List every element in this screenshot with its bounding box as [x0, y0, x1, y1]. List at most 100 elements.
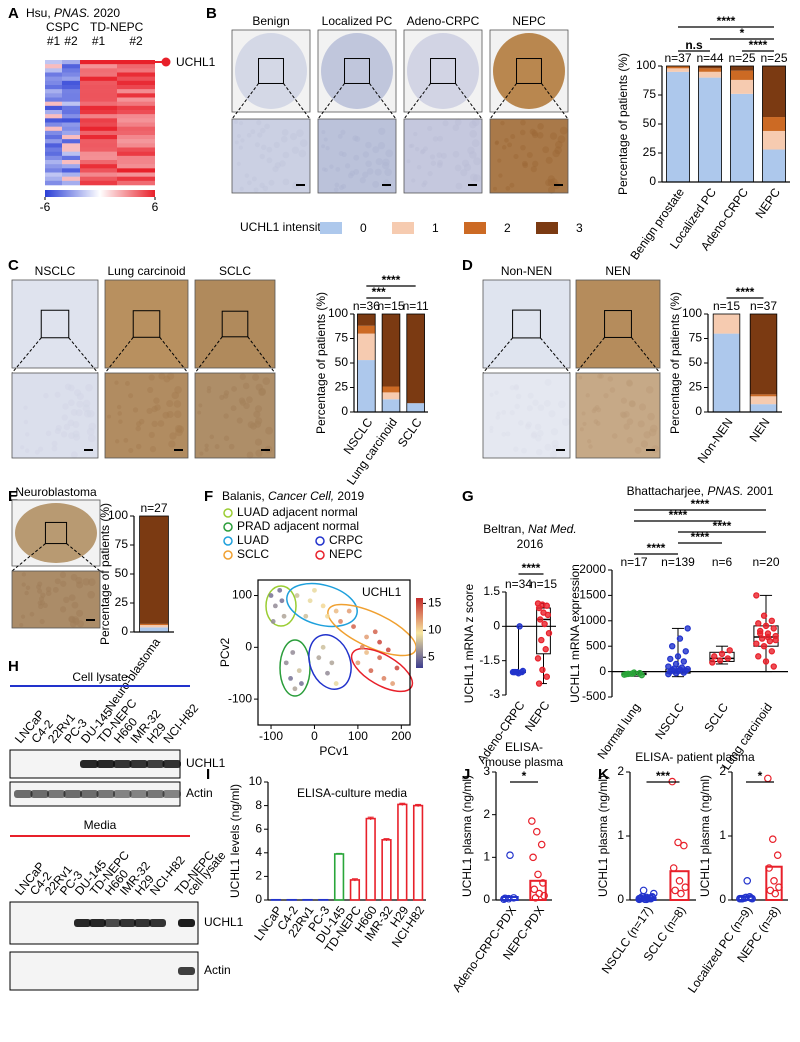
- heatmap-cell: [45, 93, 62, 98]
- data-point: [755, 653, 762, 660]
- n-label: n=139: [661, 555, 695, 569]
- data-point: [537, 616, 544, 623]
- y-axis-label: Percentage of patients (%): [98, 503, 112, 645]
- data-point: [506, 851, 514, 860]
- legend-marker: [223, 522, 233, 532]
- zoom-line: [159, 336, 189, 374]
- heatmap-cell: [117, 147, 155, 152]
- legend-label: 3: [576, 221, 583, 235]
- data-point: [531, 894, 540, 902]
- x-axis-label: PCv1: [319, 744, 349, 758]
- tissue-core: [407, 33, 479, 109]
- data-point: [281, 613, 287, 619]
- zoom-box: [221, 310, 249, 338]
- data-point: [528, 817, 536, 825]
- heatmap-cell: [80, 76, 117, 82]
- y-tick-label: 8: [255, 798, 262, 812]
- data-point: [329, 660, 335, 666]
- heatmap-cell: [62, 143, 80, 148]
- data-point: [270, 619, 276, 624]
- panel-label: J: [462, 766, 470, 783]
- y-tick-label: 6: [255, 821, 262, 835]
- data-point: [718, 650, 726, 658]
- heatmap-cell: [45, 180, 62, 186]
- micrograph-label: Benign: [252, 14, 289, 28]
- significance-label: ****: [736, 285, 755, 299]
- cluster-outline: [327, 603, 417, 657]
- heatmap-cell: [80, 114, 117, 119]
- data-point: [283, 660, 289, 666]
- y-tick-label: 50: [643, 116, 657, 130]
- bar-segment: [382, 399, 400, 412]
- tissue-core: [321, 33, 393, 109]
- heatmap-cell: [62, 85, 80, 90]
- citation: Balanis, Cancer Cell, 2019: [222, 489, 364, 503]
- heatmap-cell: [117, 168, 155, 173]
- panel-label: D: [462, 257, 473, 274]
- micrograph-frame: [482, 279, 571, 369]
- heatmap-cell: [80, 64, 117, 69]
- data-point: [272, 603, 278, 609]
- y-tick-label: 0: [493, 619, 500, 633]
- data-point: [535, 889, 544, 898]
- cluster-outline: [308, 634, 352, 690]
- bar-segment: [139, 623, 169, 626]
- bar-segment: [357, 314, 376, 326]
- y-tick-label: 50: [115, 566, 129, 580]
- legend-marker: [223, 508, 233, 518]
- citation-author: Bhattacharjee,: [627, 484, 704, 498]
- zoom-line: [482, 337, 513, 374]
- data-point: [678, 664, 686, 671]
- bar-segment: [730, 70, 754, 80]
- legend-marker: [223, 536, 233, 546]
- heatmap-cell: [80, 147, 117, 152]
- data-point: [312, 587, 317, 593]
- heatmap-cell: [80, 85, 117, 90]
- bar-segment: [762, 66, 786, 118]
- legend-label: PRAD adjacent normal: [237, 519, 359, 533]
- y-tick-label: 50: [689, 355, 703, 369]
- y-tick-label: 0: [483, 892, 490, 906]
- blot-band: [89, 919, 106, 927]
- significance-label: ****: [691, 530, 710, 544]
- data-point: [377, 655, 382, 661]
- data-point: [545, 630, 553, 637]
- heatmap-cell: [80, 89, 117, 94]
- data-point: [758, 635, 766, 642]
- citation-author: Balanis,: [222, 489, 265, 503]
- bar-segment: [698, 77, 722, 182]
- y-tick-label: 2: [255, 869, 262, 883]
- heatmap-cell: [45, 160, 62, 165]
- heatmap-cell: [80, 135, 117, 140]
- legend-marker: [315, 536, 325, 546]
- data-point: [543, 602, 551, 609]
- y-tick-label: 1.5: [483, 584, 500, 598]
- y-axis-label: PCv2: [218, 638, 232, 668]
- data-point: [535, 680, 543, 687]
- data-point: [532, 827, 541, 836]
- heatmap-cell: [117, 89, 155, 94]
- cluster-outline: [350, 647, 414, 693]
- blot-band: [80, 790, 99, 798]
- heatmap-cell: [45, 143, 62, 148]
- micrograph-label: Lung carcinoid: [107, 264, 185, 278]
- data-point: [500, 895, 508, 903]
- blot-band: [149, 919, 166, 927]
- data-point: [364, 650, 369, 655]
- micrograph-frame: [575, 279, 661, 369]
- data-point: [762, 658, 770, 665]
- y-tick-label: 75: [115, 537, 129, 551]
- x-tick-label: -100: [259, 729, 283, 743]
- data-point: [501, 894, 509, 903]
- citation-year: 2019: [337, 489, 364, 503]
- data-point: [676, 635, 684, 642]
- heatmap-cell: [117, 135, 155, 140]
- heatmap-cell: [62, 139, 80, 144]
- data-point: [359, 644, 365, 650]
- bar-segment: [762, 149, 786, 182]
- bar-segment: [730, 79, 754, 94]
- heatmap-cell: [45, 164, 62, 169]
- data-point: [768, 648, 776, 655]
- data-point: [377, 639, 382, 645]
